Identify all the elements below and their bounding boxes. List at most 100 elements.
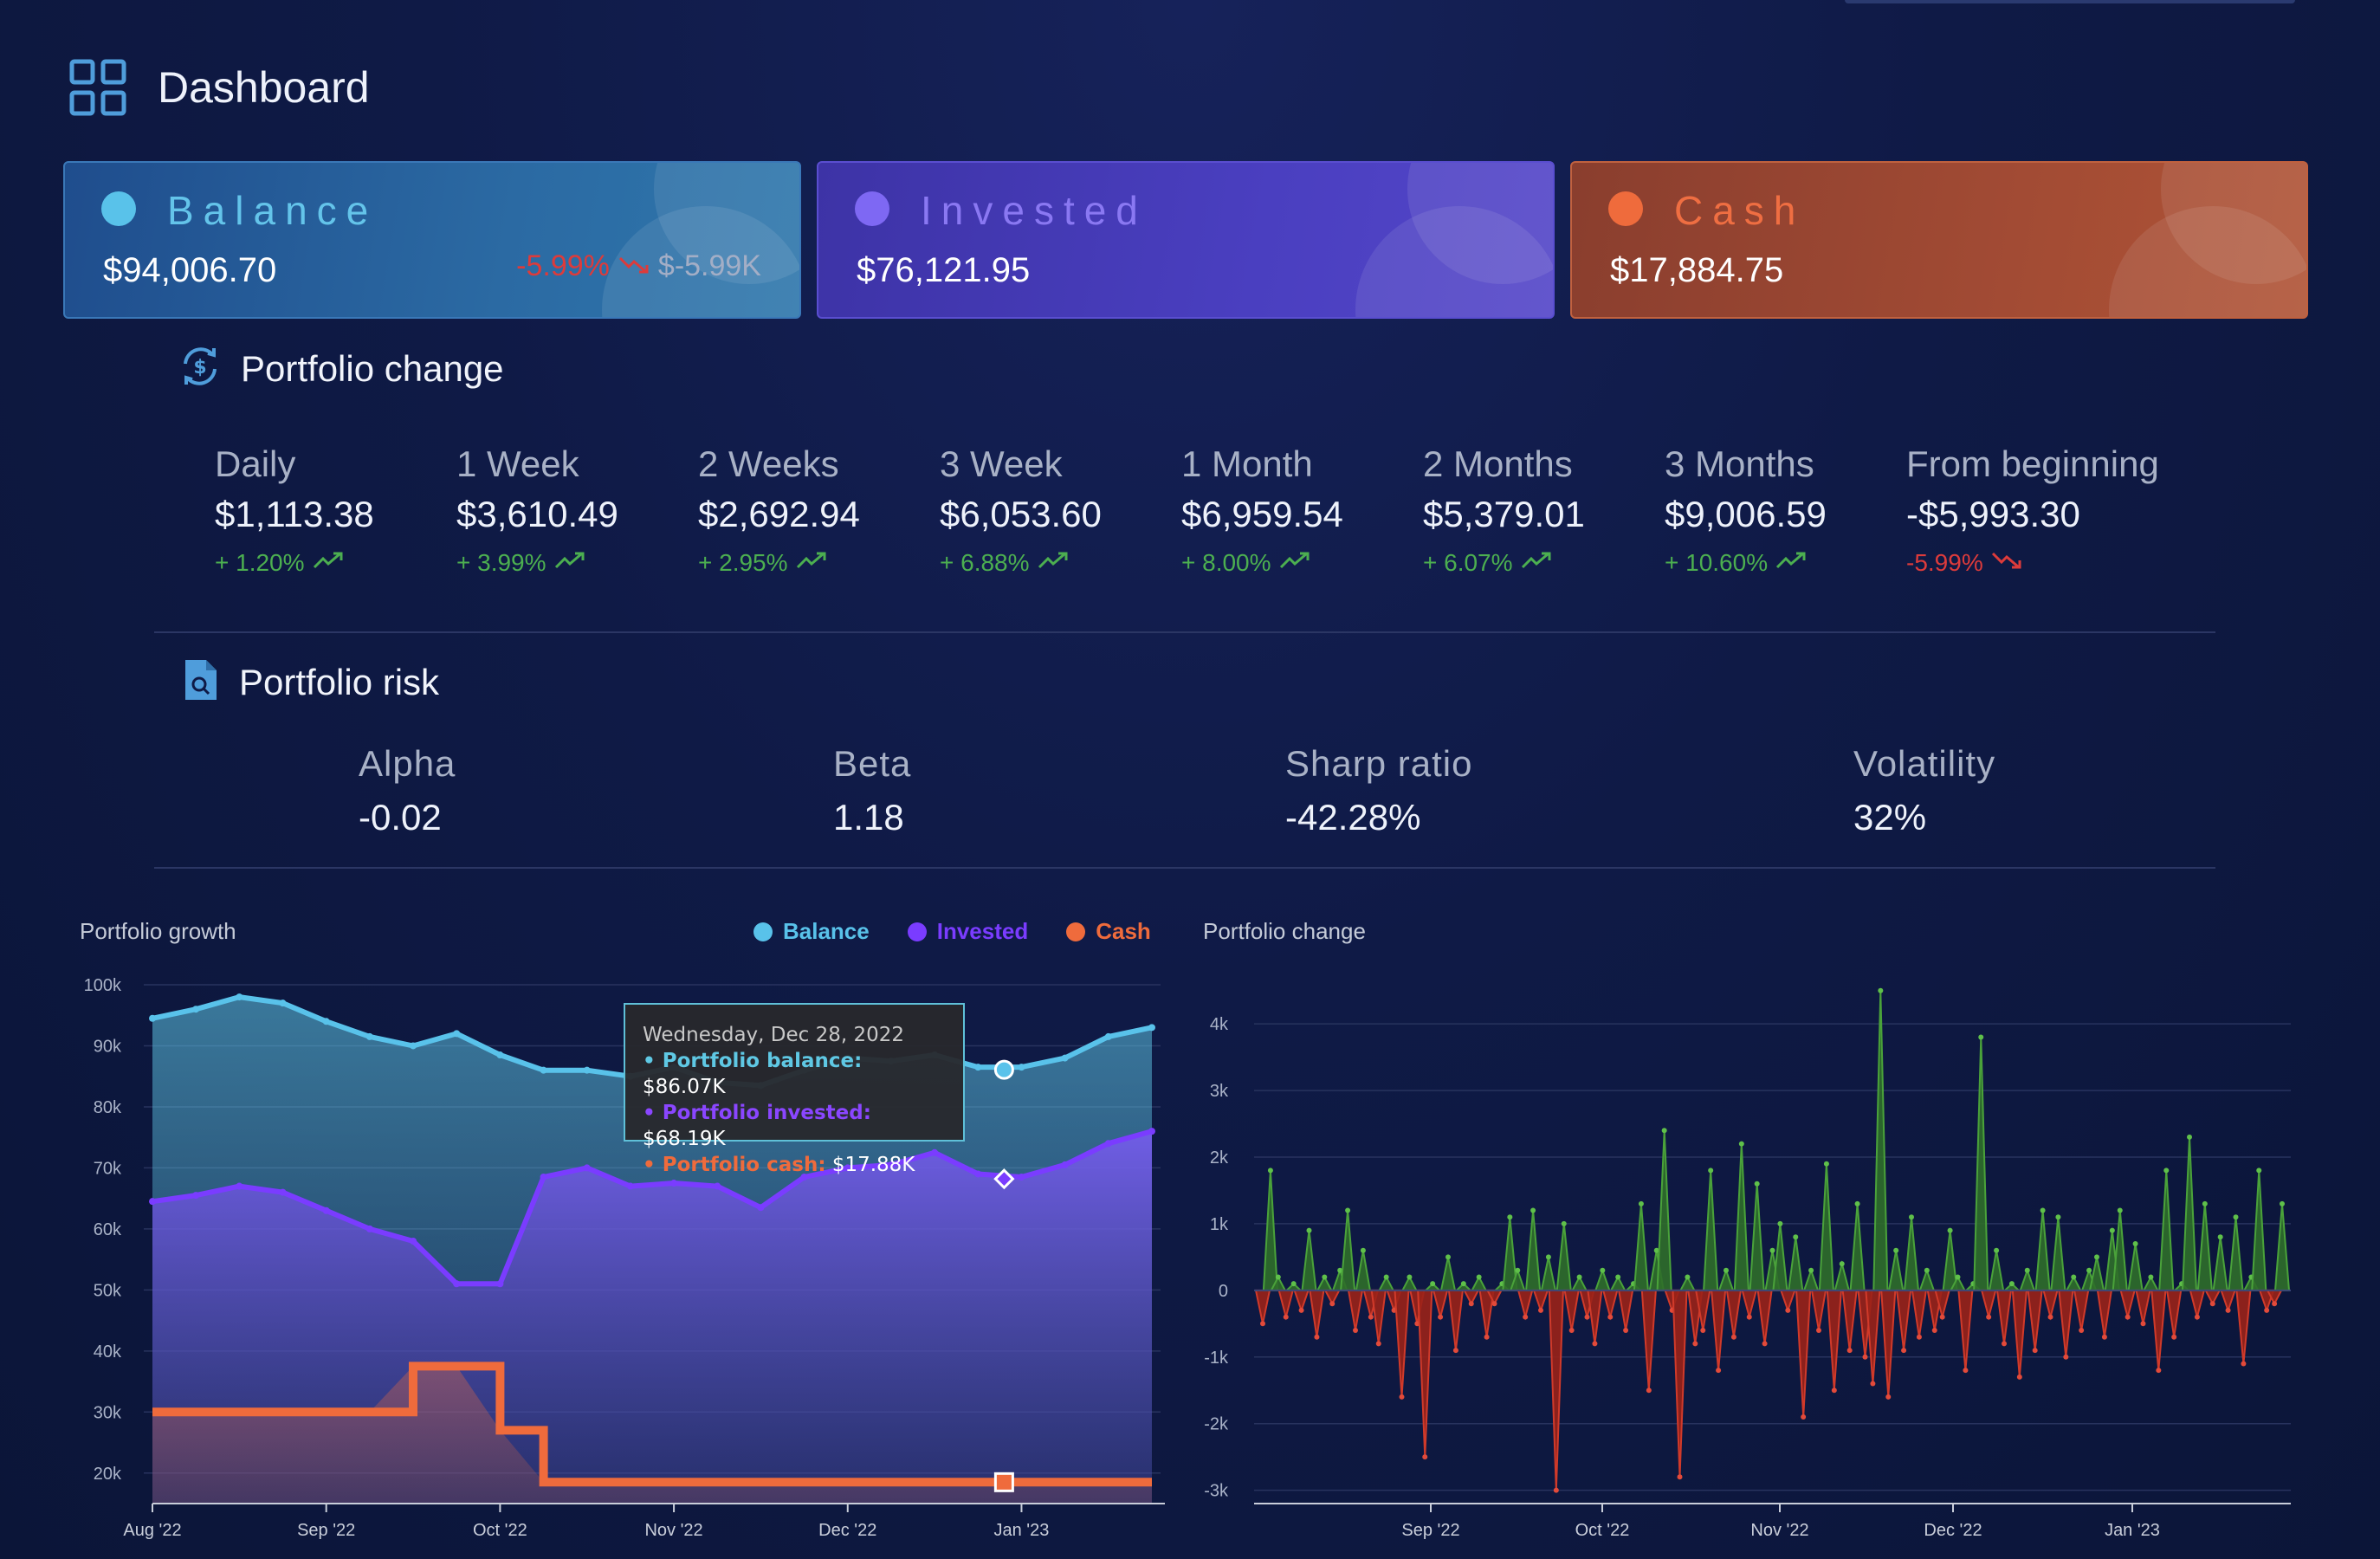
change-bar [1672, 1289, 1688, 1478]
change-bar [1601, 1289, 1619, 1321]
change-bar [1903, 1217, 1920, 1291]
x-tick-label: Dec '22 [1924, 1521, 1982, 1540]
change-point [1275, 1274, 1281, 1280]
change-point [1507, 1214, 1513, 1220]
tooltip-label: Portfolio cash: [662, 1154, 826, 1176]
change-bar [1795, 1289, 1812, 1418]
change-bar [2165, 1289, 2183, 1337]
x-tick-label: Jan '23 [2105, 1521, 2160, 1540]
y-tick-label: -2k [1204, 1415, 1229, 1434]
risk-value: -42.28% [1285, 797, 1421, 838]
invested-point [670, 1180, 678, 1187]
invested-point [626, 1182, 634, 1190]
change-point [2233, 1214, 2239, 1220]
change-point [2063, 1354, 2069, 1360]
change-bar [2150, 1289, 2167, 1371]
change-label: 3 Months [1665, 443, 1814, 484]
change-point [1283, 1314, 1289, 1320]
change-point [1530, 1207, 1536, 1213]
balance-point [583, 1066, 591, 1074]
change-bar [1957, 1289, 1974, 1371]
invested-dot-icon [855, 191, 889, 226]
change-label: 2 Weeks [698, 443, 839, 484]
change-bar [1517, 1289, 1534, 1321]
invested-card[interactable]: Invested $76,121.95 [817, 161, 1555, 319]
trend-up-icon [1037, 549, 1070, 577]
change-bar [1555, 1223, 1572, 1291]
invested-point [714, 1182, 721, 1190]
change-point [2280, 1200, 2285, 1206]
balance-card[interactable]: Balance $94,006.70 -5.99% $-5.99K [63, 161, 801, 319]
invested-point [1018, 1173, 1025, 1181]
change-point [1314, 1334, 1320, 1340]
balance-point [453, 1030, 461, 1038]
portfolio-change-list: Daily $1,113.38 + 1.20% 1 Week $3,610.49 + 3.… [0, 443, 2380, 582]
change-point [2094, 1254, 2099, 1260]
portfolio-growth-chart[interactable]: 20k 30k 40k 50k 60k 70k 80k 90k 100k Aug '22 Sep '… [0, 953, 1187, 1559]
trend-up-icon [312, 549, 345, 577]
change-point [1839, 1261, 1845, 1267]
hover-balance-marker [993, 1059, 1014, 1080]
portfolio-risk-title: Portfolio risk [239, 661, 440, 702]
portfolio-change-chart[interactable]: -3k -2k -1k 0 1k 2k 3k 4k Sep '22 Oct '22 Nov '22 D… [1187, 953, 2312, 1559]
change-item: 1 Week $3,610.49 + 3.99% [456, 443, 618, 577]
change-point [1893, 1247, 1899, 1253]
invested-point [757, 1204, 765, 1212]
change-point [1854, 1200, 1860, 1206]
legend-item-balance[interactable]: Balance [753, 918, 870, 945]
change-point [1955, 1274, 1961, 1280]
change-bar [1988, 1250, 2005, 1291]
change-point [1460, 1281, 1466, 1287]
change-value: $2,692.94 [698, 494, 860, 534]
balance-point [236, 993, 243, 1001]
invested-label: Invested [921, 188, 1148, 233]
change-point [1708, 1168, 1714, 1174]
tooltip-label: Portfolio invested: [662, 1102, 871, 1124]
y-tick-label: 80k [94, 1098, 122, 1117]
cash-label: Cash [1674, 188, 1806, 233]
invested-point [410, 1237, 417, 1245]
risk-value: -0.02 [359, 797, 442, 838]
x-tick-label: Oct '22 [473, 1521, 527, 1540]
balance-point [974, 1064, 982, 1071]
tooltip-value: $17.88K [831, 1154, 915, 1176]
change-point [1716, 1368, 1722, 1374]
change-point [1909, 1214, 1914, 1220]
change-point [2117, 1207, 2123, 1213]
change-point [1885, 1394, 1892, 1400]
change-point [2008, 1281, 2015, 1287]
change-pct-text: + 1.20% [215, 549, 305, 576]
change-item: 3 Week $6,053.60 + 6.88% [940, 443, 1102, 577]
invested-line [152, 1129, 1153, 1287]
page-title: Dashboard [158, 63, 370, 112]
change-bar [2135, 1289, 2151, 1324]
legend-item-invested[interactable]: Invested [907, 918, 1028, 945]
legend-item-cash[interactable]: Cash [1066, 918, 1151, 945]
change-bar [2235, 1289, 2252, 1364]
change-point [1484, 1334, 1490, 1340]
change-point [1353, 1328, 1358, 1333]
dashboard-grid-icon [69, 59, 126, 116]
change-point [2217, 1234, 2223, 1240]
balance-point [1148, 1024, 1155, 1032]
change-point [1553, 1487, 1559, 1493]
change-point [1870, 1381, 1876, 1387]
change-value: $5,379.01 [1423, 494, 1585, 534]
change-point [1916, 1334, 1922, 1340]
change-bar [2027, 1289, 2043, 1351]
change-point [1584, 1314, 1590, 1320]
change-bar [1918, 1267, 1936, 1291]
risk-volatility: Volatility 32% [1853, 743, 1995, 838]
balance-point [1104, 1032, 1112, 1040]
change-bar [1417, 1289, 1433, 1458]
change-point [1793, 1234, 1799, 1240]
change-point [1808, 1267, 1814, 1273]
tooltip-row-invested: • Portfolio invested: $68.19K [643, 1102, 871, 1150]
cash-card[interactable]: Cash $17,884.75 [1570, 161, 2308, 319]
change-point [1615, 1274, 1621, 1280]
change-point [1600, 1267, 1606, 1273]
change-point [1360, 1247, 1366, 1253]
legend-label: Cash [1096, 918, 1151, 944]
change-point [2055, 1214, 2061, 1220]
trend-up-icon [1278, 549, 1311, 577]
